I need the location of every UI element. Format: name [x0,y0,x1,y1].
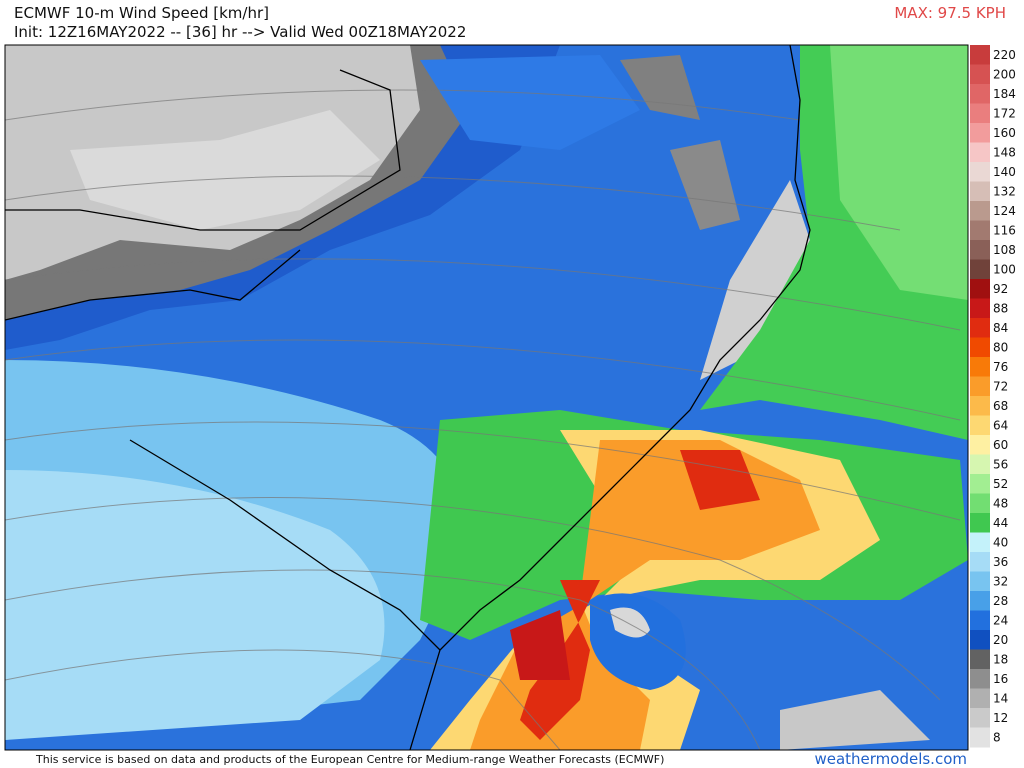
colorbar-swatch [970,357,990,377]
colorbar-label: 40 [993,535,1008,549]
colorbar-swatch [970,337,990,358]
colorbar-label: 80 [993,340,1008,354]
colorbar-label: 36 [993,555,1008,569]
colorbar-label: 28 [993,594,1008,608]
colorbar-label: 148 [993,145,1016,159]
colorbar-swatch [970,688,990,709]
colorbar-label: 20 [993,633,1008,647]
colorbar-swatch [970,610,990,631]
colorbar-label: 24 [993,613,1008,627]
colorbar-swatch [970,376,990,397]
colorbar-swatch [970,493,990,514]
colorbar-swatch [970,259,990,280]
credit: This service is based on data and produc… [35,753,664,766]
colorbar-swatch [970,240,990,260]
colorbar-label: 56 [993,457,1008,471]
colorbar-label: 132 [993,184,1016,198]
colorbar-swatch [970,630,990,650]
colorbar-swatch [970,142,990,163]
subtitle: Init: 12Z16MAY2022 -- [36] hr --> Valid … [14,23,466,41]
max-label: MAX: 97.5 KPH [894,4,1006,22]
colorbar-label: 8 [993,730,1001,744]
colorbar-label: 100 [993,262,1016,276]
colorbar-swatch [970,708,990,728]
colorbar-label: 68 [993,399,1008,413]
colorbar-swatch [970,727,990,748]
colorbar-swatch [970,435,990,455]
colorbar-label: 32 [993,574,1008,588]
colorbar-label: 92 [993,282,1008,296]
colorbar-label: 60 [993,438,1008,452]
map [4,44,969,751]
colorbar-swatch [970,84,990,104]
colorbar-label: 140 [993,165,1016,179]
colorbar-label: 12 [993,711,1008,725]
colorbar-swatch [970,64,990,85]
colorbar-swatch [970,45,990,65]
colorbar-swatch [970,318,990,338]
site-link[interactable]: weathermodels.com [814,750,967,768]
colorbar-label: 88 [993,301,1008,315]
colorbar-label: 18 [993,652,1008,666]
colorbar-label: 76 [993,360,1008,374]
colorbar-swatch [970,220,990,241]
colorbar-label: 184 [993,87,1016,101]
colorbar-swatch [970,279,990,299]
colorbar-swatch [970,181,990,202]
colorbar-label: 16 [993,672,1008,686]
colorbar-swatch [970,532,990,553]
colorbar-swatch [970,474,990,494]
colorbar-swatch [970,591,990,611]
colorbar-label: 220 [993,48,1016,62]
colorbar-swatch [970,552,990,572]
colorbar-label: 160 [993,126,1016,140]
colorbar-label: 124 [993,204,1016,218]
colorbar-label: 72 [993,379,1008,393]
colorbar-swatch [970,415,990,436]
colorbar-swatch [970,201,990,221]
colorbar-label: 172 [993,106,1016,120]
colorbar-swatch [970,162,990,182]
colorbar-swatch [970,513,990,533]
colorbar-label: 116 [993,223,1016,237]
colorbar-label: 48 [993,496,1008,510]
colorbar-label: 52 [993,477,1008,491]
colorbar-swatch [970,454,990,475]
colorbar-label: 200 [993,67,1016,81]
colorbar-swatch [970,649,990,670]
title: ECMWF 10-m Wind Speed [km/hr] [14,4,269,22]
colorbar-label: 108 [993,243,1016,257]
colorbar-swatch [970,103,990,124]
colorbar-swatch [970,396,990,416]
colorbar-swatch [970,669,990,689]
colorbar-label: 84 [993,321,1008,335]
colorbar-swatch [970,571,990,592]
colorbar-swatch [970,298,990,319]
colorbar-label: 44 [993,516,1008,530]
colorbar-swatch [970,123,990,143]
colorbar: 2202001841721601481401321241161081009288… [970,45,1016,748]
colorbar-label: 64 [993,418,1008,432]
colorbar-label: 14 [993,691,1008,705]
